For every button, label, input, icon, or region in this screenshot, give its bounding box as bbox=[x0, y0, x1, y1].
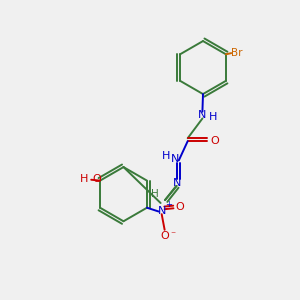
Text: +: + bbox=[165, 200, 172, 209]
Text: O: O bbox=[92, 174, 101, 184]
Text: H: H bbox=[152, 189, 159, 199]
Text: N: N bbox=[173, 178, 182, 188]
Text: H: H bbox=[162, 151, 170, 161]
Text: O: O bbox=[161, 231, 170, 241]
Text: O: O bbox=[176, 202, 184, 212]
Text: H: H bbox=[208, 112, 217, 122]
Text: H: H bbox=[80, 174, 88, 184]
Text: O: O bbox=[210, 136, 219, 146]
Text: Br: Br bbox=[230, 48, 242, 58]
Text: N: N bbox=[171, 154, 179, 164]
Text: ⁻: ⁻ bbox=[170, 231, 175, 241]
Text: N: N bbox=[198, 110, 206, 120]
Text: N: N bbox=[158, 206, 166, 216]
